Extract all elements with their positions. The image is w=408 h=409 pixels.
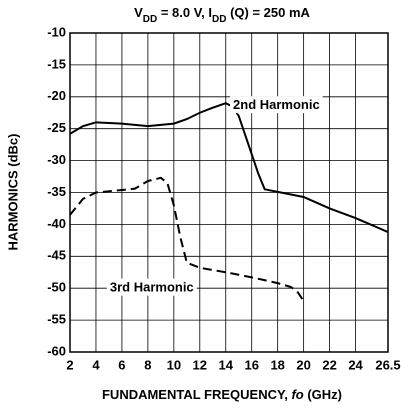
chart-title: VDD = 8.0 V, IDD (Q) = 250 mA [134,5,310,25]
x-tick-label: 20 [296,357,310,372]
x-tick-label: 8 [144,357,151,372]
y-tick-label: -35 [47,184,66,199]
x-tick-label: 4 [92,357,100,372]
x-tick-label: 10 [167,357,181,372]
label-background [106,278,197,296]
x-tick-label: 24 [348,357,363,372]
x-tick-label: 2 [66,357,73,372]
x-tick-label: 22 [322,357,336,372]
x-tick-label: 16 [244,357,258,372]
x-tick-label: 14 [219,357,234,372]
plot-frame [69,32,389,353]
label-background [230,96,323,114]
y-tick-label: -40 [47,216,66,231]
y-tick-label: -10 [47,24,66,39]
y-tick-label: -45 [47,248,66,263]
y-tick-label: -25 [47,120,66,135]
x-tick-label: 6 [118,357,125,372]
series-line [69,102,389,233]
y-tick-label: -15 [47,56,66,71]
x-tick-label: 18 [270,357,284,372]
x-tick-label: 26.5 [375,357,400,372]
y-axis-label: HARMONICS (dBc) [5,134,20,251]
y-tick-label: -30 [47,152,66,167]
y-tick-label: -20 [47,88,66,103]
series-line [69,176,305,302]
series-label: 2nd Harmonic [233,97,320,112]
y-tick-label: -60 [47,343,66,358]
series-label: 3rd Harmonic [110,280,194,295]
x-axis-label: FUNDAMENTAL FREQUENCY, fo (GHz) [102,387,342,402]
y-tick-label: -50 [47,280,66,295]
y-tick-label: -55 [47,312,66,327]
x-tick-label: 12 [193,357,207,372]
